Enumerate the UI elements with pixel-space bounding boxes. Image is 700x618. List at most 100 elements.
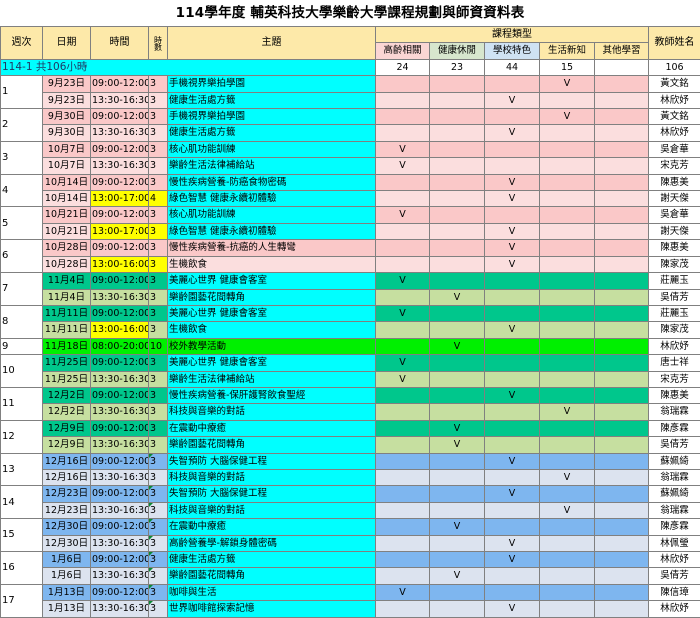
topic-cell: 慢性疾病營養-保肝護腎飲食聖經 (168, 387, 376, 403)
hours-value: 3 (150, 226, 156, 237)
topic-cell: 科技與音樂的對話 (168, 502, 376, 518)
type-mark-1 (430, 404, 485, 420)
topic-cell: 在震動中療癒 (168, 420, 376, 436)
type-mark-3 (540, 207, 595, 223)
week-cell: 11 (1, 387, 43, 420)
time-cell: 13:00-17:00 (91, 191, 149, 207)
type-mark-0 (376, 338, 430, 354)
type-mark-0: V (376, 584, 430, 600)
type-mark-0 (376, 76, 430, 92)
topic-cell: 綠色智慧 健康永續初體驗 (168, 223, 376, 239)
type-mark-2 (485, 158, 540, 174)
hours-cell: 3 (149, 223, 168, 239)
date-cell: 12月2日 (43, 387, 91, 403)
type-mark-4 (595, 387, 649, 403)
hours-cell: 3 (149, 552, 168, 568)
type-mark-3: V (540, 404, 595, 420)
topic-cell: 健康生活處方籤 (168, 92, 376, 108)
time-cell: 13:30-16:30 (91, 125, 149, 141)
teacher-cell: 蘇姵綺 (649, 486, 700, 502)
type-mark-2: V (485, 125, 540, 141)
topic-cell: 失智預防 大腦保健工程 (168, 453, 376, 469)
type-mark-0: V (376, 371, 430, 387)
type-mark-0 (376, 404, 430, 420)
hours-value: 3 (150, 423, 156, 434)
hours-cell: 3 (149, 437, 168, 453)
teacher-cell: 謝天傑 (649, 223, 700, 239)
date-cell: 12月30日 (43, 535, 91, 551)
week-cell: 12 (1, 420, 43, 453)
type-mark-2: V (485, 387, 540, 403)
type-mark-1 (430, 552, 485, 568)
date-cell: 11月11日 (43, 305, 91, 321)
teacher-cell: 陳信璋 (649, 584, 700, 600)
date-cell: 9月23日 (43, 92, 91, 108)
type-mark-4 (595, 158, 649, 174)
type-mark-0 (376, 502, 430, 518)
header-row-top: 週次 日期 時間 時數 主題 課程類型 教師姓名 (1, 27, 700, 43)
type-mark-1 (430, 273, 485, 289)
hours-cell: 3 (149, 125, 168, 141)
hours-value: 3 (150, 209, 156, 220)
type-mark-0 (376, 420, 430, 436)
hours-cell: 3 (149, 469, 168, 485)
topic-cell: 世界咖啡館探索記憶 (168, 601, 376, 617)
type-mark-0 (376, 535, 430, 551)
type-mark-4 (595, 404, 649, 420)
type-mark-2 (485, 568, 540, 584)
teacher-cell: 陳惠美 (649, 174, 700, 190)
type-mark-4 (595, 109, 649, 125)
topic-cell: 失智預防 大腦保健工程 (168, 486, 376, 502)
type-mark-0 (376, 191, 430, 207)
header-topic: 主題 (168, 27, 376, 60)
teacher-cell: 陳惠美 (649, 240, 700, 256)
cell-warning-triangle-icon (149, 486, 153, 490)
type-mark-3 (540, 273, 595, 289)
type-mark-2 (485, 420, 540, 436)
hours-cell: 3 (149, 322, 168, 338)
topic-cell: 樂齡生活法律補給站 (168, 158, 376, 174)
type-mark-3 (540, 240, 595, 256)
time-cell: 09:00-12:00 (91, 584, 149, 600)
date-cell: 9月23日 (43, 76, 91, 92)
week-cell: 16 (1, 552, 43, 585)
type-mark-3 (540, 420, 595, 436)
hours-value: 3 (150, 242, 156, 253)
teacher-cell: 黃文銘 (649, 76, 700, 92)
type-mark-0: V (376, 141, 430, 157)
header-type-4: 其他學習 (595, 43, 649, 59)
type-mark-2 (485, 371, 540, 387)
type-mark-1 (430, 584, 485, 600)
time-cell: 13:30-16:30 (91, 437, 149, 453)
type-mark-4 (595, 338, 649, 354)
time-cell: 09:00-12:00 (91, 355, 149, 371)
summary-total-teacher: 106 (649, 59, 700, 75)
type-mark-1 (430, 387, 485, 403)
time-cell: 09:00-12:00 (91, 519, 149, 535)
type-mark-3 (540, 519, 595, 535)
teacher-cell: 陳家茂 (649, 322, 700, 338)
type-mark-2: V (485, 256, 540, 272)
hours-cell: 3 (149, 76, 168, 92)
type-mark-2: V (485, 486, 540, 502)
topic-cell: 綠色智慧 健康永續初體驗 (168, 191, 376, 207)
week-cell: 4 (1, 174, 43, 207)
hours-value: 3 (150, 472, 156, 483)
type-mark-4 (595, 76, 649, 92)
teacher-cell: 唐士祥 (649, 355, 700, 371)
teacher-cell: 吳倩芳 (649, 437, 700, 453)
type-mark-2: V (485, 223, 540, 239)
header-hours: 時數 (149, 27, 168, 60)
summary-total-type-0: 24 (376, 59, 430, 75)
time-cell: 13:30-16:30 (91, 502, 149, 518)
